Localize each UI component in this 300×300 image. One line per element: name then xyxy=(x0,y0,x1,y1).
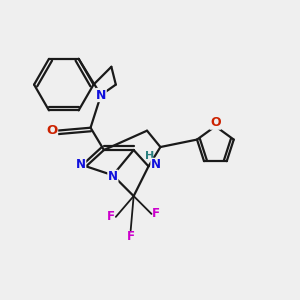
Text: N: N xyxy=(76,158,86,171)
Text: O: O xyxy=(210,116,221,129)
Text: O: O xyxy=(46,124,58,137)
Text: F: F xyxy=(107,210,116,224)
Text: F: F xyxy=(152,207,160,220)
Text: F: F xyxy=(127,230,135,243)
Text: N: N xyxy=(108,170,118,183)
Text: H: H xyxy=(146,151,154,161)
Text: N: N xyxy=(151,158,161,171)
Text: N: N xyxy=(96,88,106,101)
